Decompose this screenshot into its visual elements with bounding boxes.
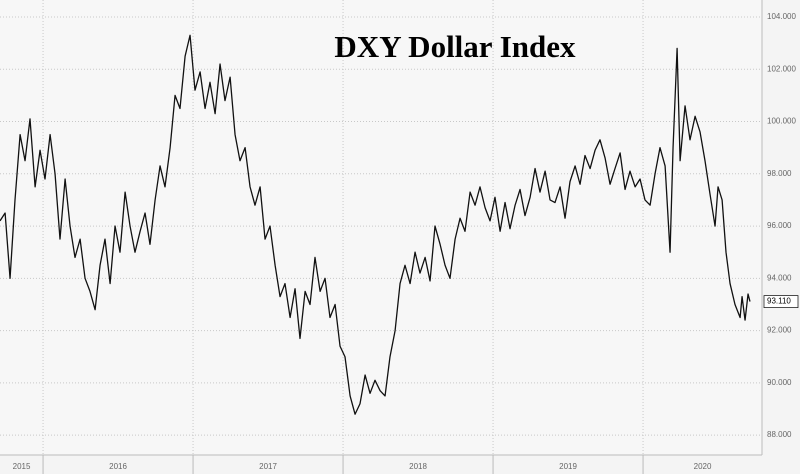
y-tick-label: 92.000: [767, 326, 792, 335]
y-tick-label: 88.000: [767, 430, 792, 439]
plot-area: [0, 0, 762, 455]
y-tick-label: 96.000: [767, 221, 792, 230]
chart-title: DXY Dollar Index: [334, 29, 576, 64]
last-value-box: [763, 295, 799, 308]
x-tick-label: 2018: [409, 462, 427, 471]
y-tick-label: 98.000: [767, 169, 792, 178]
y-tick-label: 90.000: [767, 378, 792, 387]
y-tick-label: 100.000: [767, 117, 796, 126]
x-tick-label: 2017: [259, 462, 277, 471]
last-value-label: 93.110: [767, 297, 791, 306]
x-tick-label: 2016: [109, 462, 127, 471]
y-tick-label: 104.000: [767, 12, 796, 21]
x-tick-label: 2019: [559, 462, 577, 471]
y-tick-label: 94.000: [767, 273, 792, 282]
x-tick-label: 2015: [13, 462, 31, 471]
y-tick-label: 102.000: [767, 64, 796, 73]
x-tick-label: 2020: [694, 462, 712, 471]
price-line: [0, 34, 751, 415]
